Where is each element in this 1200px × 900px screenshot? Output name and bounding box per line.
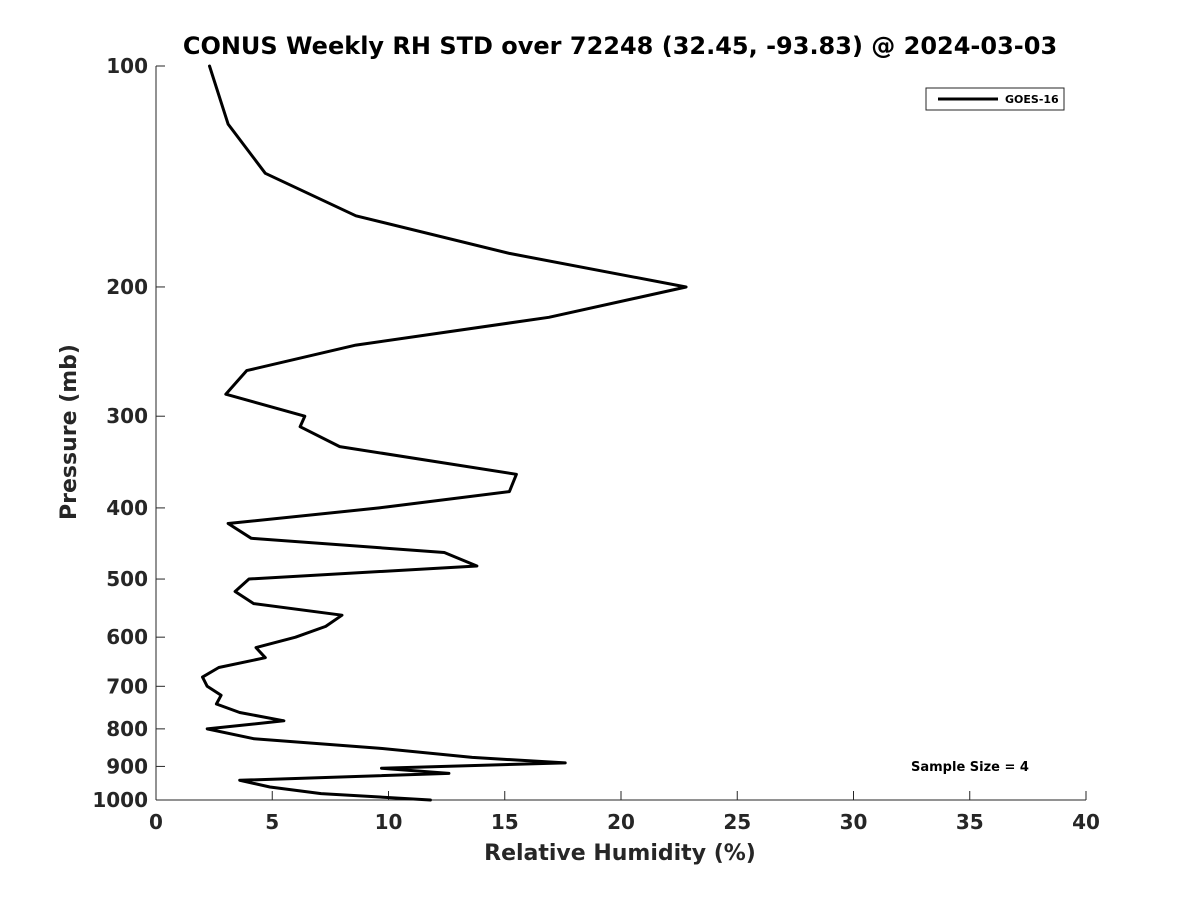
x-tick-label: 15 [491, 810, 519, 834]
y-axis-label: Pressure (mb) [57, 344, 82, 520]
y-tick-label: 400 [106, 496, 148, 520]
axes: 0 5 10 15 20 25 30 35 40 100 200 300 400 500 600 700 800… [92, 54, 1100, 834]
x-tick-label: 40 [1072, 810, 1100, 834]
y-tick-label: 1000 [92, 788, 148, 812]
x-axis-label: Relative Humidity (%) [484, 841, 756, 866]
x-tick-label: 0 [149, 810, 163, 834]
y-tick-label: 800 [106, 717, 148, 741]
y-tick-label: 700 [106, 674, 148, 698]
y-tick-label: 600 [106, 625, 148, 649]
y-tick-label: 500 [106, 567, 148, 591]
x-tick-label: 25 [723, 810, 751, 834]
x-tick-label: 35 [956, 810, 984, 834]
x-tick-label: 20 [607, 810, 635, 834]
legend: GOES-16 [925, 87, 1065, 111]
chart-title: CONUS Weekly RH STD over 72248 (32.45, -… [183, 32, 1057, 60]
legend-label: GOES-16 [1005, 93, 1059, 106]
y-tick-label: 200 [106, 275, 148, 299]
x-tick-label: 30 [840, 810, 868, 834]
y-tick-label: 900 [106, 754, 148, 778]
x-tick-label: 10 [375, 810, 403, 834]
y-tick-label: 300 [106, 404, 148, 428]
series-line-goes-16 [201, 64, 688, 802]
sample-size-annotation: Sample Size = 4 [911, 760, 1029, 775]
y-tick-label: 100 [106, 54, 148, 78]
x-tick-label: 5 [265, 810, 279, 834]
series-layer [201, 64, 688, 802]
